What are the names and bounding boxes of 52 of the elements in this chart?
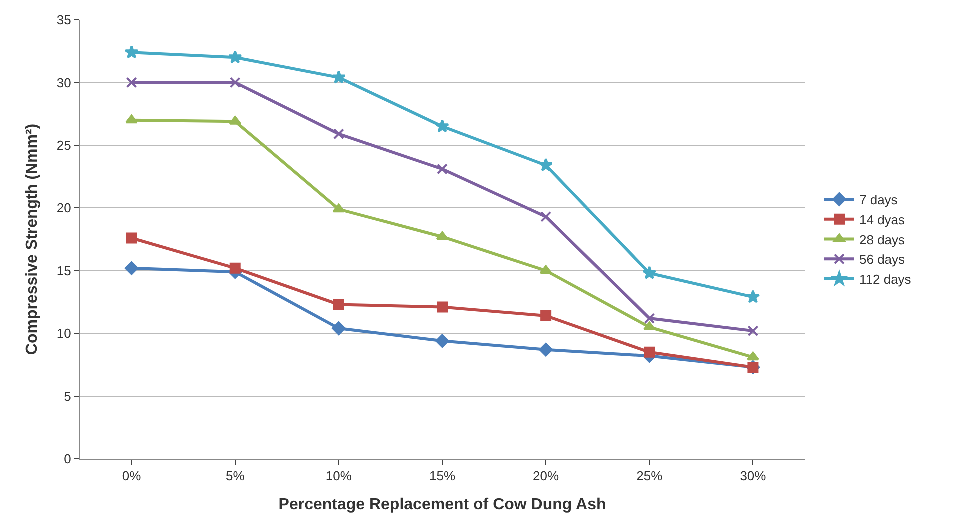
point	[230, 262, 241, 274]
x-tick-label: 10%	[326, 468, 352, 484]
point	[333, 128, 344, 140]
x-axis-title: Percentage Replacement of Cow Dung Ash	[278, 496, 606, 514]
y-tick-label: 25	[56, 138, 72, 153]
point	[436, 119, 450, 133]
x-tick-label: 25%	[636, 468, 664, 484]
y-tick-label: 20	[56, 200, 72, 216]
point	[540, 265, 552, 274]
point	[332, 204, 346, 213]
point	[746, 290, 760, 304]
point	[539, 158, 554, 172]
legend-label: 112 days	[860, 272, 912, 288]
point	[332, 70, 346, 84]
point	[644, 346, 656, 358]
point	[124, 262, 139, 276]
y-tick-label: 30	[56, 75, 72, 90]
point	[333, 299, 344, 310]
point	[437, 302, 448, 313]
legend-label: 7 days	[860, 192, 898, 208]
point	[644, 313, 656, 324]
y-tick-label: 35	[56, 12, 72, 28]
point	[747, 352, 760, 361]
y-axis-title: Compressive Strength (Nmm²)	[24, 124, 41, 356]
y-tick-label: 10	[56, 326, 72, 342]
point	[124, 45, 139, 59]
x-tick-label: 5%	[226, 468, 246, 484]
x-tick-label: 20%	[533, 468, 560, 484]
y-tick-label: 5	[64, 388, 72, 404]
point	[540, 211, 552, 222]
point	[643, 322, 656, 331]
x-tick-label: 0%	[122, 468, 142, 484]
point	[230, 77, 241, 88]
legend-label: 28 days	[860, 232, 906, 248]
point	[540, 310, 552, 322]
point	[539, 343, 553, 357]
point	[437, 164, 448, 175]
legend-label: 56 days	[860, 252, 906, 268]
y-tick-label: 15	[56, 263, 72, 278]
legend-label: 14 dyas	[860, 212, 906, 228]
point	[126, 77, 138, 88]
point	[332, 322, 346, 336]
point	[436, 334, 450, 348]
point	[126, 114, 138, 124]
point	[436, 231, 449, 240]
x-tick-label: 15%	[429, 468, 456, 484]
point	[642, 266, 657, 280]
point	[228, 50, 242, 64]
y-tick-label: 0	[64, 452, 72, 467]
point	[748, 326, 759, 337]
point	[126, 232, 138, 244]
x-tick-label: 30%	[740, 468, 767, 484]
